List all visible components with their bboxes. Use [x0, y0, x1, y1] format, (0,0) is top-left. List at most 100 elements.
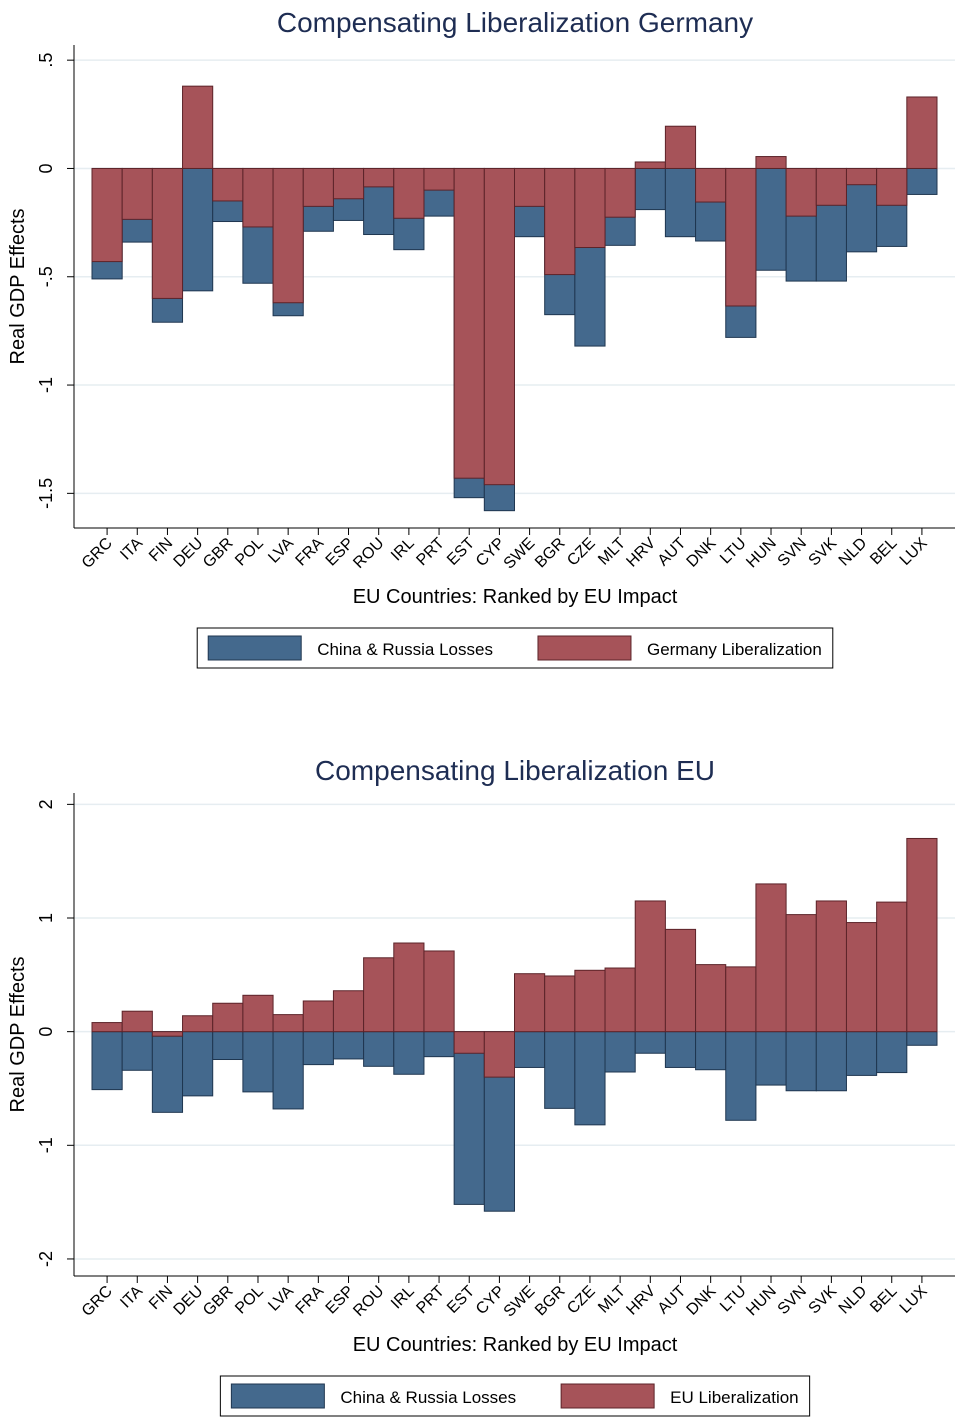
x-tick-label: ROU	[350, 535, 387, 572]
bar	[695, 167, 727, 203]
bar	[604, 167, 636, 218]
bar	[182, 1015, 214, 1033]
x-tick-label: BEL	[867, 535, 900, 568]
bar	[182, 85, 214, 169]
x-tick-label: ESP	[323, 1283, 358, 1318]
x-tick-label: ROU	[350, 1283, 387, 1320]
bar	[876, 1031, 908, 1074]
bar	[242, 1031, 274, 1093]
x-tick-label: GRC	[79, 535, 116, 572]
bar	[845, 167, 878, 186]
y-tick-label: -1	[36, 1137, 56, 1153]
bar	[242, 994, 274, 1033]
x-tick-label: HUN	[743, 535, 780, 572]
x-tick-label: SVN	[775, 1283, 810, 1318]
x-tick-label: BEL	[867, 1283, 900, 1316]
bar	[664, 167, 697, 238]
bar	[363, 167, 395, 188]
x-tick-label: EST	[444, 1283, 478, 1317]
bar	[815, 900, 847, 1033]
bar	[272, 1031, 304, 1110]
x-tick-label: GBR	[200, 1283, 237, 1320]
bar	[302, 1031, 334, 1066]
x-tick-label: GRC	[79, 1283, 116, 1320]
x-tick-label: ITA	[117, 535, 146, 564]
bar	[634, 161, 666, 169]
bar	[634, 900, 666, 1033]
bar	[876, 901, 908, 1033]
bar	[272, 1014, 304, 1033]
x-tick-label: BGR	[532, 1283, 569, 1320]
x-tick-label: MLT	[595, 535, 629, 569]
x-tick-label: CYP	[473, 535, 508, 570]
bar	[242, 167, 274, 228]
x-tick-label: SWE	[501, 1283, 539, 1321]
legend-swatch	[537, 635, 632, 661]
bar	[91, 167, 123, 263]
bar	[483, 1031, 516, 1078]
bar	[453, 167, 485, 479]
bar	[815, 167, 847, 206]
bar	[514, 973, 546, 1033]
x-tick-label: DNK	[684, 535, 720, 571]
bar	[664, 1031, 697, 1068]
chart-title: Compensating Liberalization Germany	[277, 7, 753, 38]
x-tick-label: DNK	[684, 1283, 720, 1319]
bar	[91, 1022, 123, 1033]
bar	[212, 1031, 244, 1061]
bar	[695, 964, 727, 1033]
legend-label: Germany Liberalization	[647, 640, 822, 659]
x-tick-label: DEU	[171, 1283, 207, 1319]
x-tick-label: FRA	[293, 1283, 328, 1318]
bar	[514, 167, 546, 207]
legend: China & Russia Losses EU Liberalization	[219, 1375, 811, 1417]
x-tick-label: GBR	[200, 535, 237, 572]
x-tick-label: LVA	[265, 1283, 297, 1315]
bar	[151, 167, 184, 299]
x-tick-label: CYP	[473, 1283, 508, 1318]
bar	[332, 990, 365, 1033]
bar	[91, 1031, 123, 1091]
bar	[785, 167, 817, 217]
bar	[755, 883, 787, 1033]
bar	[393, 167, 425, 219]
x-tick-label: BGR	[532, 535, 569, 572]
bar	[212, 167, 244, 202]
bar	[845, 922, 878, 1033]
legend-box	[196, 627, 834, 669]
x-tick-label: SVN	[775, 535, 810, 570]
bar	[151, 1031, 184, 1113]
x-tick-label: IRL	[388, 1283, 418, 1313]
x-tick-label: CZE	[564, 1283, 599, 1318]
bar	[363, 1031, 395, 1067]
bar	[302, 167, 334, 207]
bar	[785, 1031, 817, 1092]
x-tick-label: POL	[232, 535, 267, 570]
x-tick-label: IRL	[388, 535, 418, 565]
x-tick-label: POL	[232, 1283, 267, 1318]
x-tick-label: ESP	[323, 535, 358, 570]
bar	[453, 1031, 485, 1054]
bar	[876, 167, 908, 206]
y-tick-label: -2	[36, 1251, 56, 1267]
legend: China & Russia Losses Germany Liberalizat…	[196, 627, 834, 669]
x-tick-label: SVK	[806, 535, 841, 570]
y-tick-label: -.5	[36, 266, 56, 287]
legend-swatch	[207, 635, 302, 661]
bar	[302, 1000, 334, 1033]
bar	[121, 167, 153, 220]
bar	[785, 914, 817, 1033]
y-tick-label: 2	[36, 799, 56, 809]
bar	[755, 1031, 787, 1086]
x-tick-label: MLT	[595, 1283, 629, 1317]
x-tick-label: EST	[444, 535, 478, 569]
legend-label: China & Russia Losses	[317, 640, 493, 659]
bar	[121, 1031, 153, 1071]
x-tick-label: DEU	[171, 535, 207, 571]
x-tick-label: LUX	[897, 1283, 931, 1317]
bar	[453, 1031, 485, 1205]
bar	[664, 928, 697, 1033]
bar	[634, 1031, 666, 1054]
bar	[664, 125, 697, 169]
y-axis-label: Real GDP Effects	[7, 209, 29, 365]
